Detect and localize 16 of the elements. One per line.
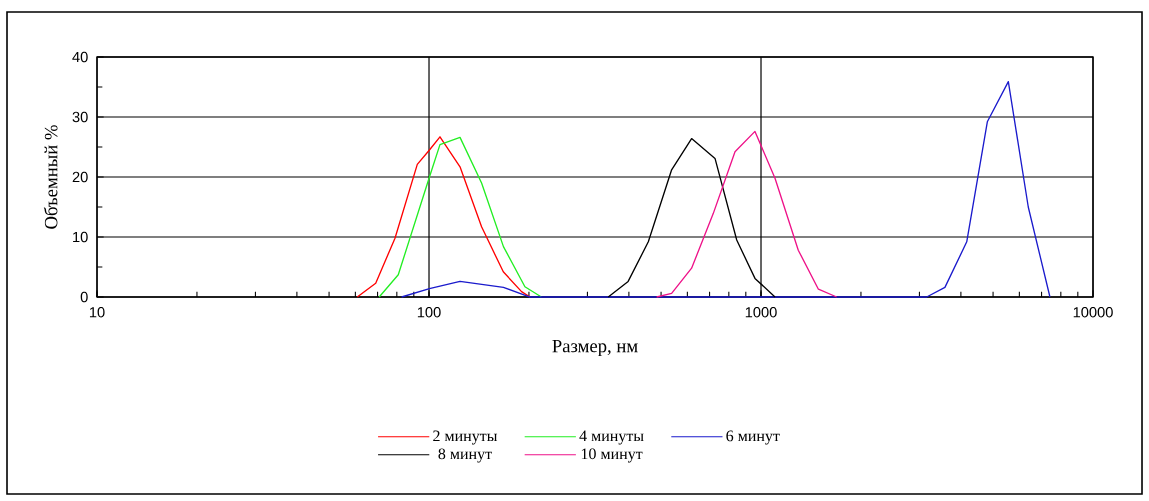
x-tick-label: 10000 bbox=[1073, 307, 1113, 318]
legend-label: 10 минут bbox=[581, 448, 643, 463]
legend-label: 8 минут bbox=[438, 448, 492, 463]
y-axis-title: Объемный % bbox=[43, 125, 58, 229]
legend-label: 4 минуты bbox=[579, 430, 644, 445]
y-tick-label: 0 bbox=[80, 291, 88, 303]
y-tick-label: 10 bbox=[73, 231, 88, 243]
y-tick-label: 40 bbox=[72, 51, 88, 63]
x-tick-label: 1000 bbox=[745, 307, 777, 318]
legend-label: 2 минуты bbox=[433, 430, 498, 445]
y-tick-label: 20 bbox=[72, 171, 88, 183]
legend-label: 6 минут bbox=[726, 430, 780, 445]
x-axis-title: Размер, нм bbox=[552, 339, 638, 357]
x-tick-label: 10 bbox=[89, 307, 105, 318]
y-tick-label: 30 bbox=[72, 111, 88, 123]
x-tick-label: 100 bbox=[417, 307, 441, 318]
